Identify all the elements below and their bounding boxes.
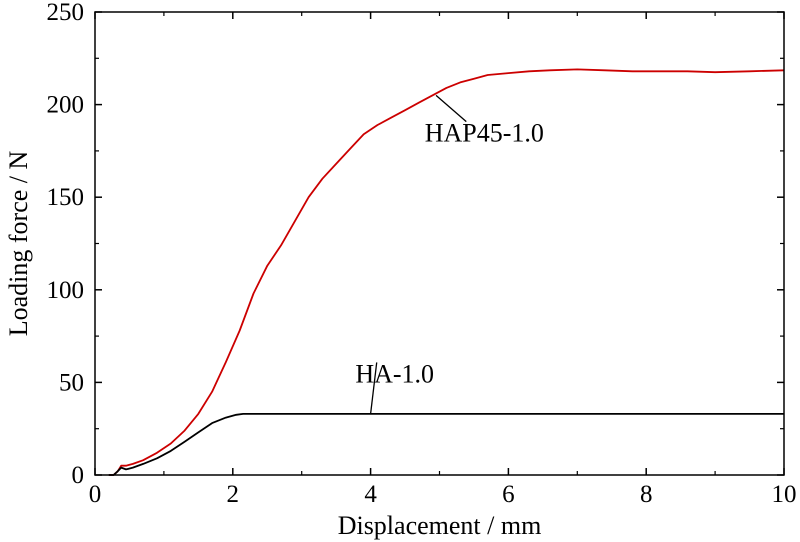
y-tick-label: 150 bbox=[47, 184, 85, 211]
annotation-leader-line bbox=[435, 94, 467, 123]
y-axis-title: Loading force / N bbox=[4, 151, 33, 337]
y-tick-label: 200 bbox=[47, 92, 85, 119]
x-tick-label: 10 bbox=[772, 481, 797, 508]
y-tick-label: 250 bbox=[47, 0, 85, 26]
x-tick-label: 0 bbox=[89, 481, 102, 508]
annotation-leader-line bbox=[369, 362, 378, 414]
x-axis-ticks: 0 2 4 6 8 10 bbox=[89, 12, 797, 508]
x-tick-label: 8 bbox=[640, 481, 653, 508]
series-line-ha-1-0 bbox=[108, 413, 784, 476]
y-tick-label: 50 bbox=[59, 369, 84, 396]
annotations-layer: HAP45-1.0 HA-1.0 bbox=[355, 94, 544, 414]
x-axis-title: Displacement / mm bbox=[338, 511, 542, 540]
y-tick-label: 0 bbox=[72, 462, 85, 489]
y-tick-label: 100 bbox=[47, 277, 85, 304]
x-tick-label: 4 bbox=[364, 481, 377, 508]
y-axis-ticks: 0 50 100 150 200 250 bbox=[47, 0, 784, 489]
x-tick-label: 2 bbox=[227, 481, 240, 508]
series-line-hap45-1-0 bbox=[108, 68, 785, 476]
annotation-label: HAP45-1.0 bbox=[425, 119, 544, 148]
plot-frame bbox=[94, 11, 785, 476]
x-tick-label: 6 bbox=[502, 481, 515, 508]
annotation-label: HA-1.0 bbox=[355, 359, 434, 388]
series-layer bbox=[108, 68, 785, 476]
